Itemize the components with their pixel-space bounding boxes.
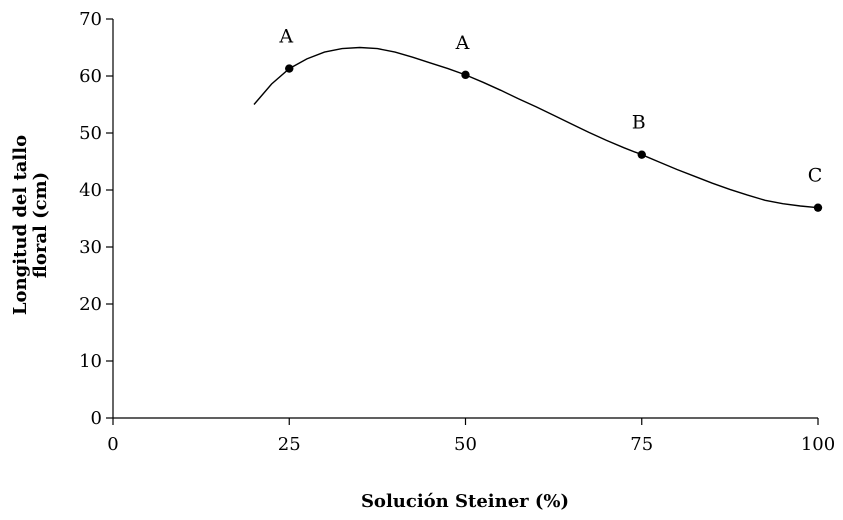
x-tick-label: 100 xyxy=(801,434,835,455)
y-tick-label: 20 xyxy=(79,294,102,315)
x-tick-label: 25 xyxy=(278,434,301,455)
x-axis-title: Solución Steiner (%) xyxy=(361,491,569,512)
y-tick-label: 50 xyxy=(79,123,102,144)
y-axis: 0 10 20 30 40 50 60 70 xyxy=(79,9,114,429)
fit-curve xyxy=(253,46,819,209)
x-axis: 0 25 50 75 100 xyxy=(107,417,835,455)
data-point xyxy=(813,203,823,212)
y-axis-title-line-1: Longitud del tallo xyxy=(10,135,31,315)
significance-letter: A xyxy=(455,32,470,54)
y-tick-label: 60 xyxy=(79,66,102,87)
significance-letter: A xyxy=(278,26,293,48)
y-tick-label: 40 xyxy=(79,180,102,201)
data-point xyxy=(637,150,646,159)
x-tick-label: 50 xyxy=(454,434,477,455)
data-point xyxy=(461,70,470,80)
significance-letter: C xyxy=(808,165,823,187)
data-point xyxy=(285,64,294,73)
y-tick-label: 70 xyxy=(79,9,102,30)
y-tick-label: 10 xyxy=(79,351,102,372)
x-tick-label: 75 xyxy=(630,434,653,455)
x-tick-label: 0 xyxy=(107,434,118,455)
y-tick-label: 30 xyxy=(79,237,102,258)
y-tick-label: 0 xyxy=(91,408,102,429)
y-axis-title-line-2: floral (cm) xyxy=(30,172,51,278)
significance-letter: B xyxy=(632,112,646,134)
